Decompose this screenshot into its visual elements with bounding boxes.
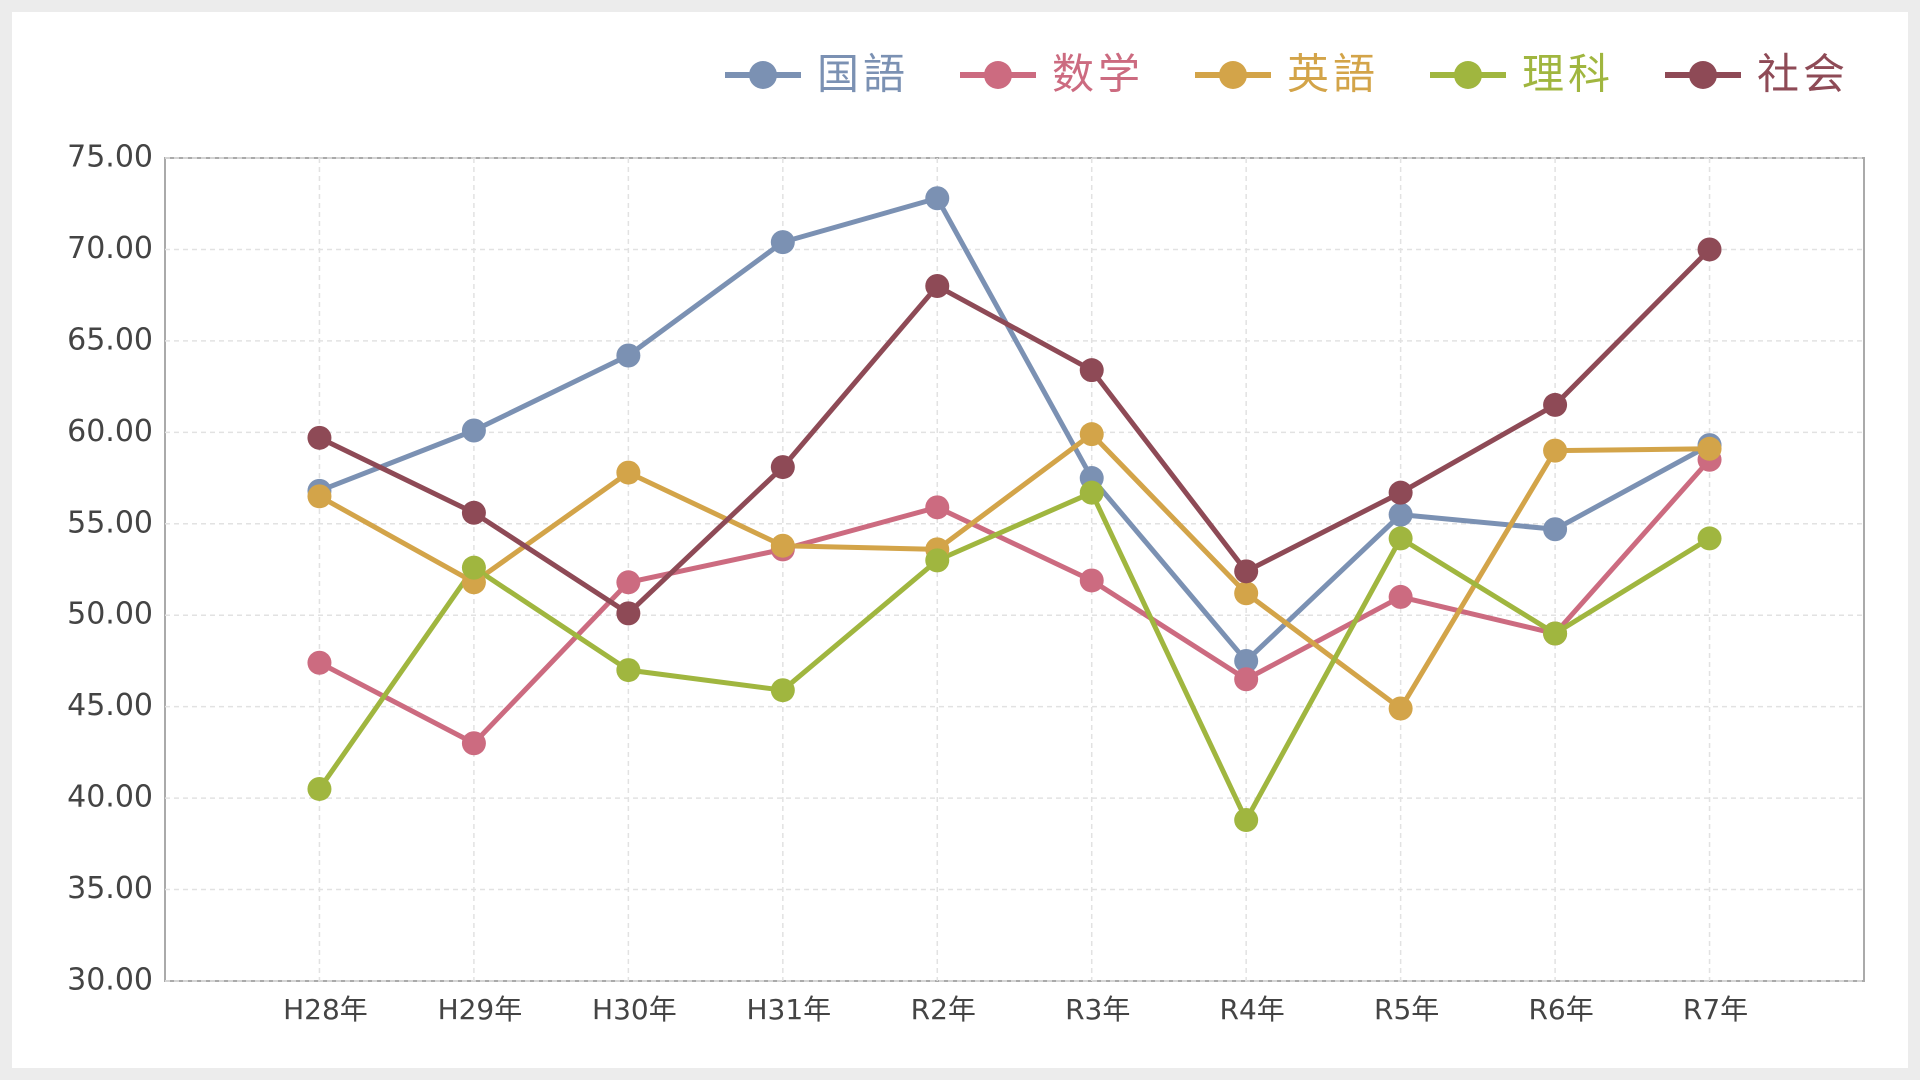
- y-tick-label: 30.00: [67, 963, 153, 998]
- data-point: [307, 425, 332, 450]
- card: [12, 12, 1908, 1068]
- data-point: [461, 418, 486, 443]
- data-point: [616, 343, 641, 368]
- series-line: [317, 490, 1711, 823]
- data-point: [770, 455, 795, 480]
- data-point: [1543, 621, 1568, 646]
- x-tick-label: H28年: [283, 993, 368, 1026]
- legend-label: 社会: [1757, 50, 1849, 99]
- legend-label: 英語: [1287, 50, 1379, 99]
- legend-swatch-dot: [1454, 61, 1482, 89]
- data-point: [1234, 581, 1259, 606]
- data-point: [1079, 422, 1104, 447]
- y-tick-label: 60.00: [67, 414, 153, 449]
- x-tick-label: H29年: [438, 993, 523, 1026]
- data-point: [925, 548, 950, 573]
- data-point: [1388, 696, 1413, 721]
- y-tick-label: 35.00: [67, 871, 153, 906]
- data-point: [1079, 358, 1104, 383]
- x-tick-label: R5年: [1374, 993, 1439, 1026]
- data-point: [461, 555, 486, 580]
- data-point: [1388, 480, 1413, 505]
- data-point: [1697, 526, 1722, 551]
- data-point: [1697, 237, 1722, 262]
- data-point: [770, 230, 795, 255]
- data-point: [1388, 526, 1413, 551]
- y-tick-label: 50.00: [67, 597, 153, 632]
- data-point: [770, 533, 795, 558]
- data-point: [616, 570, 641, 595]
- data-point: [461, 500, 486, 525]
- data-point: [307, 650, 332, 675]
- data-point: [1697, 436, 1722, 461]
- data-point: [1234, 808, 1259, 833]
- legend-label: 国語: [817, 50, 909, 99]
- x-tick-label: R3年: [1065, 993, 1130, 1026]
- data-point: [1543, 392, 1568, 417]
- legend-label: 数学: [1052, 50, 1144, 99]
- series-line: [318, 458, 1712, 746]
- x-tick-label: R7年: [1683, 993, 1748, 1026]
- legend-swatch-dot: [1219, 61, 1247, 89]
- data-point: [616, 658, 641, 683]
- data-point: [1543, 438, 1568, 463]
- x-tick-label: H31年: [746, 993, 831, 1026]
- y-tick-label: 65.00: [67, 322, 153, 357]
- x-tick-label: H30年: [592, 993, 677, 1026]
- legend-label: 理科: [1522, 50, 1614, 99]
- data-point: [307, 484, 332, 509]
- data-point: [925, 495, 950, 520]
- y-tick-label: 55.00: [67, 505, 153, 540]
- data-point: [1234, 667, 1259, 692]
- data-point: [1079, 480, 1104, 505]
- series-line: [318, 247, 1712, 616]
- series-line: [318, 431, 1710, 711]
- data-point: [1388, 584, 1413, 609]
- y-tick-label: 45.00: [67, 688, 153, 723]
- data-point: [1079, 568, 1104, 593]
- series-line: [318, 195, 1711, 664]
- legend-swatch-dot: [984, 61, 1012, 89]
- data-point: [925, 186, 950, 211]
- y-tick-label: 40.00: [67, 780, 153, 815]
- legend-swatch-dot: [1689, 61, 1717, 89]
- data-point: [307, 776, 332, 801]
- x-tick-label: R2年: [911, 993, 976, 1026]
- y-tick-label: 70.00: [67, 231, 153, 266]
- data-point: [1234, 559, 1259, 584]
- data-point: [770, 678, 795, 703]
- legend-swatch-dot: [749, 61, 777, 89]
- data-point: [1234, 648, 1259, 673]
- data-point: [925, 274, 950, 299]
- data-point: [1388, 502, 1413, 527]
- y-tick-label: 75.00: [67, 140, 153, 175]
- data-point: [1543, 517, 1568, 542]
- data-point: [616, 460, 641, 485]
- x-tick-label: R6年: [1528, 993, 1593, 1026]
- x-tick-label: R4年: [1220, 993, 1285, 1026]
- data-point: [616, 601, 641, 626]
- data-point: [461, 731, 486, 756]
